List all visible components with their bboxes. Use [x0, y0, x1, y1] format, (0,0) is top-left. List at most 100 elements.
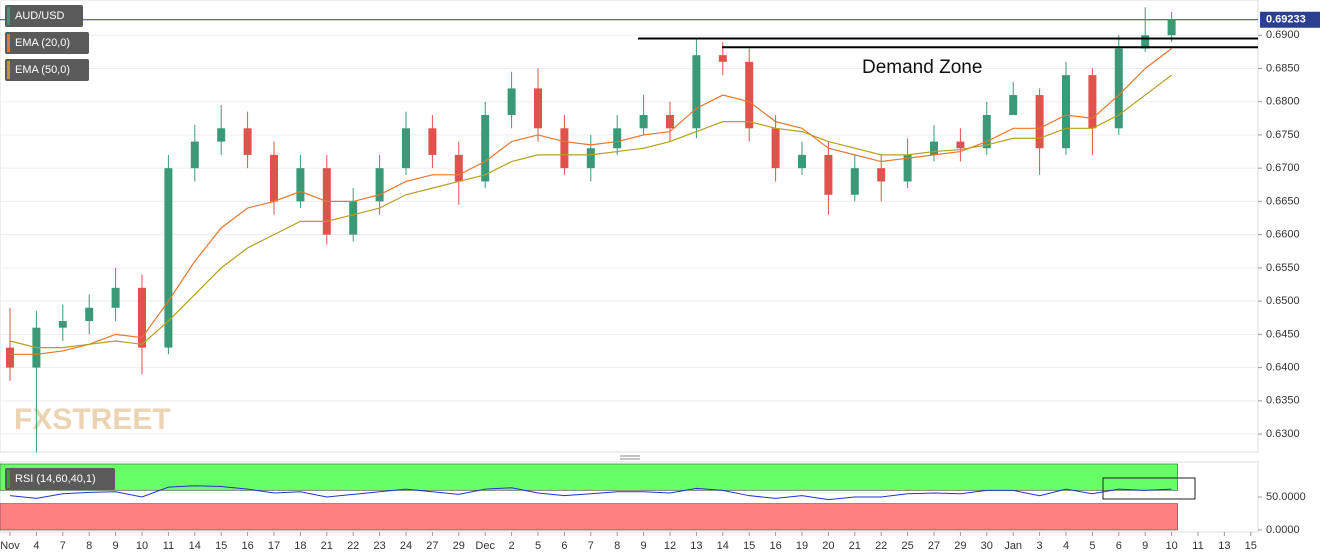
price-tag-label: 0.69233 [1266, 14, 1306, 26]
candle-body [1141, 35, 1150, 49]
legend-swatch [7, 7, 10, 25]
legend-swatch [7, 470, 10, 488]
x-tick-label: 15 [215, 540, 227, 552]
candle-body [454, 154, 463, 182]
candle-body [1167, 19, 1176, 36]
x-tick-label: 10 [136, 540, 148, 552]
x-tick-label: Dec [475, 540, 495, 552]
legend-label: EMA (20,0) [15, 37, 70, 49]
x-tick-label: 21 [321, 540, 333, 552]
legend-swatch [7, 61, 10, 79]
y-tick-label: 0.6850 [1266, 62, 1300, 74]
candle-body [138, 287, 146, 348]
x-tick-label: 10 [1165, 540, 1177, 552]
x-tick-label: 16 [769, 540, 781, 552]
candle-body [402, 128, 410, 169]
legend-label: RSI (14,60,40,1) [15, 473, 96, 485]
y-tick-label: 0.6500 [1266, 295, 1300, 307]
x-tick-label: 27 [928, 540, 940, 552]
x-tick-label: 22 [875, 540, 887, 552]
y-tick-label: 50.0000 [1266, 491, 1306, 503]
rsi-band [0, 503, 1178, 531]
x-tick-label: 11 [1192, 540, 1203, 552]
legend-swatch [7, 34, 10, 52]
y-tick-label: 0.6900 [1266, 29, 1300, 41]
x-tick-label: Jan [1004, 540, 1022, 552]
legend-box [5, 5, 83, 27]
x-tick-label: 15 [743, 540, 755, 552]
legend-box [5, 32, 89, 54]
y-tick-label: 0.6600 [1266, 229, 1300, 241]
x-tick-label: 8 [86, 540, 92, 552]
x-tick-label: 27 [426, 540, 438, 552]
candle-body [956, 141, 965, 149]
x-tick-label: 29 [954, 540, 966, 552]
candle-body [1009, 95, 1018, 115]
candle-body [903, 154, 912, 182]
candle-body [507, 88, 516, 115]
candle-body [164, 168, 173, 348]
candle-body [481, 114, 490, 182]
x-tick-label: 7 [588, 540, 594, 552]
price-panel [0, 0, 1259, 453]
x-tick-label: 21 [849, 540, 861, 552]
x-tick-label: 24 [400, 540, 412, 552]
legend-label: AUD/USD [15, 10, 65, 22]
annotation: Demand Zone [862, 57, 982, 78]
x-tick-label: 9 [641, 540, 647, 552]
legend-box [5, 468, 115, 490]
candle-body [6, 347, 14, 368]
x-tick-label: 18 [294, 540, 306, 552]
x-tick-label: 9 [1142, 540, 1148, 552]
x-tick-label: 13 [690, 540, 702, 552]
x-tick-label: 15 [1245, 540, 1257, 552]
legend-label: EMA (50,0) [15, 64, 70, 76]
y-tick-label: 0.6650 [1266, 195, 1300, 207]
x-tick-label: 12 [664, 540, 676, 552]
candle-body [982, 114, 991, 149]
candle-body [190, 141, 199, 169]
x-tick-label: 4 [1063, 540, 1069, 552]
x-tick-label: 20 [822, 540, 834, 552]
x-tick-label: 11 [163, 540, 174, 552]
candle-body [243, 128, 252, 155]
candle-body [1088, 75, 1097, 129]
y-tick-label: 0.6550 [1266, 262, 1300, 274]
x-tick-label: 25 [901, 540, 913, 552]
x-tick-label: 6 [1116, 540, 1122, 552]
y-tick-label: 0.6350 [1266, 395, 1300, 407]
x-tick-label: 9 [113, 540, 119, 552]
legend-box [5, 59, 89, 81]
x-tick-label: 14 [189, 540, 201, 552]
candle-body [850, 168, 859, 195]
candle-body [930, 141, 938, 155]
x-tick-label: 23 [373, 540, 385, 552]
candle-body [877, 168, 886, 182]
series-line [9, 74, 1172, 349]
candle-body [639, 114, 648, 129]
x-tick-label: 29 [453, 540, 465, 552]
watermark: FXSTREET [14, 403, 171, 436]
x-tick-label: 5 [535, 540, 541, 552]
y-tick-label: 0.0000 [1266, 524, 1300, 536]
candle-body [85, 307, 94, 322]
candle-body [349, 201, 358, 235]
candle-body [692, 55, 701, 129]
candle-body [560, 128, 569, 169]
candle-body [718, 55, 727, 62]
candle-body [428, 128, 437, 155]
y-tick-label: 0.6750 [1266, 129, 1300, 141]
x-tick-label: 17 [268, 540, 280, 552]
price-tag [1260, 11, 1320, 28]
x-tick-label: 22 [347, 540, 359, 552]
x-tick-label: 3 [1037, 540, 1043, 552]
candle-body [534, 88, 542, 129]
y-tick-label: 0.6400 [1266, 361, 1300, 373]
x-tick-label: 6 [561, 540, 567, 552]
candle-body [375, 168, 384, 202]
candle-body [824, 154, 833, 195]
x-tick-label: 8 [614, 540, 620, 552]
series-line [9, 485, 1172, 501]
candle-body [613, 128, 622, 149]
